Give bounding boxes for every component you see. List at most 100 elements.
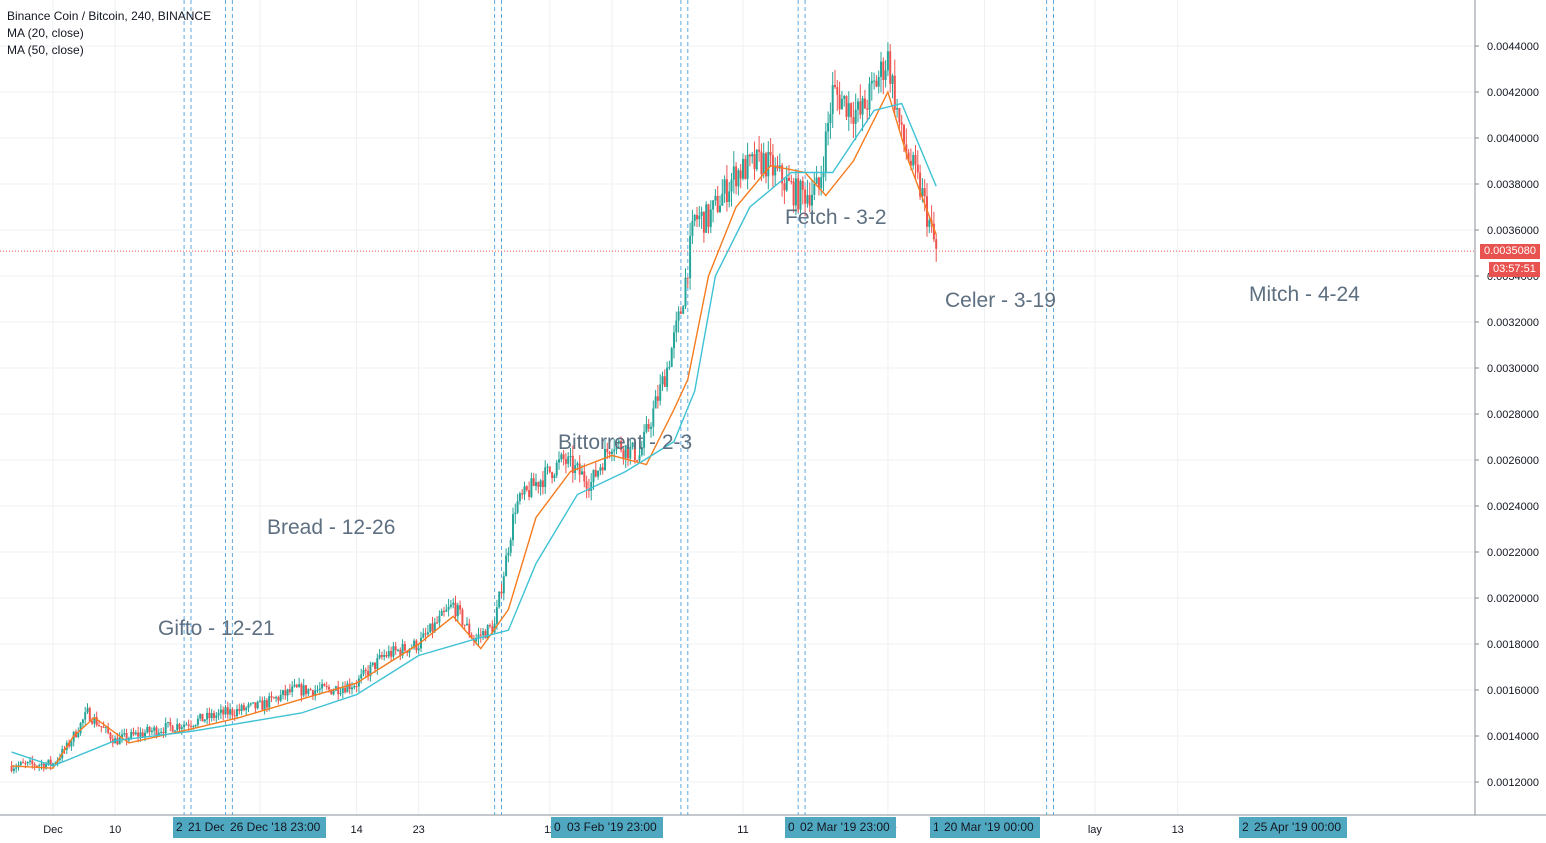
candle-body: [275, 697, 278, 699]
candle-body: [608, 452, 611, 455]
candle-body: [528, 490, 531, 497]
legend-ma20[interactable]: MA (20, close): [7, 26, 84, 40]
candle-body: [896, 108, 899, 110]
candle-body: [19, 762, 22, 766]
candle-body: [369, 665, 372, 677]
candle-body: [564, 459, 567, 464]
candle-body: [29, 760, 31, 762]
candle-body: [383, 654, 386, 657]
candle-body: [898, 108, 901, 123]
candle-body: [77, 733, 80, 737]
price-tick-label: 0.0040000: [1487, 133, 1539, 145]
candle-body: [24, 763, 27, 765]
price-tick-label: 0.0024000: [1487, 501, 1539, 513]
candle-body: [661, 376, 664, 385]
candle-body: [47, 759, 50, 764]
candle-body: [670, 348, 673, 367]
candle-body: [548, 466, 551, 473]
candle-body: [790, 181, 793, 183]
candle-body: [210, 713, 213, 719]
candle-body: [256, 701, 259, 709]
candle-body: [367, 671, 370, 677]
candle-body: [109, 732, 112, 740]
candle-body: [705, 204, 708, 233]
candle-body: [422, 633, 425, 638]
candle-body: [125, 733, 128, 741]
candle-body: [70, 741, 73, 747]
candle-body: [206, 712, 209, 720]
candle-body: [583, 471, 586, 482]
candle-body: [279, 694, 282, 701]
candle-body: [470, 634, 473, 639]
candle-body: [843, 96, 846, 99]
candle-body: [684, 277, 687, 307]
candle-body: [935, 239, 938, 249]
candle-body: [698, 215, 701, 220]
legend-symbol[interactable]: Binance Coin / Bitcoin, 240, BINANCE: [7, 9, 212, 23]
event-note-fetch: Fetch - 3-2: [785, 206, 887, 229]
candle-body: [10, 765, 13, 772]
candle-body: [817, 177, 820, 188]
candle-body: [491, 626, 494, 633]
candle-body: [183, 724, 186, 728]
candle-body: [498, 591, 501, 608]
candle-body: [857, 101, 859, 110]
candle-body: [436, 622, 439, 624]
price-tick-label: 0.0038000: [1487, 179, 1539, 191]
candle-body: [445, 609, 448, 612]
candle-body: [339, 693, 342, 695]
price-tick-label: 0.0030000: [1487, 363, 1539, 375]
legend-ma50[interactable]: MA (50, close): [7, 43, 84, 57]
candle-body: [265, 700, 268, 708]
candle-body: [884, 70, 887, 80]
candle-body: [426, 632, 429, 635]
candle-body: [599, 467, 602, 472]
price-tick-label: 0.0026000: [1487, 455, 1539, 467]
candle-body: [26, 761, 29, 764]
candle-body: [167, 721, 169, 724]
candle-body: [797, 178, 800, 210]
candle-body: [868, 83, 871, 110]
candle-body: [116, 738, 119, 745]
candle-body: [585, 481, 588, 489]
candle-body: [302, 685, 305, 696]
time-tick-label: lay: [1088, 824, 1103, 836]
candle-body: [771, 155, 774, 176]
candle-body: [325, 686, 328, 688]
candle-body: [686, 277, 689, 279]
candle-body: [100, 725, 103, 727]
candle-body: [633, 442, 636, 461]
candle-body: [277, 697, 280, 701]
candle-body: [153, 727, 156, 731]
time-tick-label: 13: [1172, 824, 1184, 836]
candle-body: [760, 151, 763, 175]
candle-body: [668, 366, 671, 368]
candle-body: [31, 760, 34, 764]
candle-body: [544, 467, 547, 487]
price-tick-label: 0.0028000: [1487, 409, 1539, 421]
event-note-celer: Celer - 3-19: [945, 289, 1056, 312]
candle-body: [374, 662, 376, 669]
candle-body: [157, 732, 160, 736]
candle-body: [889, 51, 892, 84]
candle-body: [880, 61, 882, 77]
candle-body: [746, 154, 749, 179]
time-tick-label: 11: [737, 824, 748, 836]
candle-body: [594, 469, 597, 477]
candle-body: [98, 725, 100, 727]
candle-body: [725, 179, 728, 203]
candle-body: [321, 684, 324, 689]
candle-body: [272, 697, 275, 699]
candle-body: [610, 451, 613, 455]
candle-body: [617, 440, 620, 443]
candle-body: [144, 732, 146, 737]
candle-body: [737, 170, 740, 187]
candle-body: [654, 396, 657, 409]
candle-body: [477, 634, 480, 638]
candle-body: [40, 763, 43, 766]
candle-body: [104, 726, 107, 728]
candle-body: [84, 712, 87, 720]
candle-body: [217, 712, 220, 716]
